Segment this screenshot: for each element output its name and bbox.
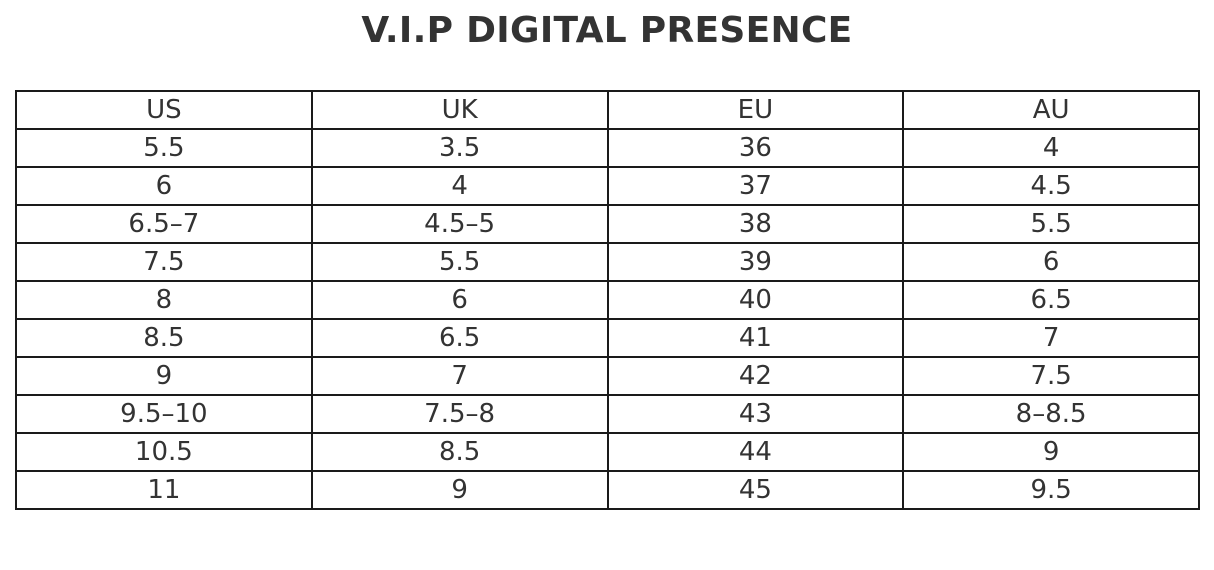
table-cell: 8.5	[310, 432, 609, 472]
table-cell: 4	[310, 166, 609, 206]
table-cell: 7.5	[902, 356, 1200, 396]
table-row: 11 9 45 9.5	[15, 470, 1200, 510]
page-title: V.I.P DIGITAL PRESENCE	[361, 10, 853, 51]
table-cell: 8–8.5	[902, 394, 1200, 434]
column-header-au: AU	[902, 90, 1200, 130]
table-cell: 36	[606, 128, 905, 168]
table-header: US UK EU AU	[15, 90, 1200, 130]
table-cell: 6	[15, 166, 313, 206]
table-cell: 5.5	[15, 128, 313, 168]
table-row: 7.5 5.5 39 6	[15, 242, 1200, 282]
table-cell: 39	[606, 242, 905, 282]
table-cell: 7	[310, 356, 609, 396]
table-cell: 7.5–8	[310, 394, 609, 434]
table-cell: 9.5–10	[15, 394, 313, 434]
table-row: 9.5–10 7.5–8 43 8–8.5	[15, 394, 1200, 434]
column-header-us: US	[15, 90, 313, 130]
table-cell: 4.5–5	[310, 204, 609, 244]
table-cell: 5.5	[902, 204, 1200, 244]
column-header-eu: EU	[606, 90, 905, 130]
table-cell: 11	[15, 470, 313, 510]
table-cell: 6	[902, 242, 1200, 282]
table-cell: 42	[606, 356, 905, 396]
table-row: 6 4 37 4.5	[15, 166, 1200, 206]
table-cell: 6.5	[902, 280, 1200, 320]
table-cell: 3.5	[310, 128, 609, 168]
table-cell: 6.5–7	[15, 204, 313, 244]
table-cell: 4	[902, 128, 1200, 168]
table-row: 5.5 3.5 36 4	[15, 128, 1200, 168]
table-cell: 10.5	[15, 432, 313, 472]
table-cell: 44	[606, 432, 905, 472]
table-row: 6.5–7 4.5–5 38 5.5	[15, 204, 1200, 244]
table-cell: 38	[606, 204, 905, 244]
size-conversion-table: US UK EU AU 5.5 3.5 36 4 6 4 37 4.5 6.5–…	[15, 90, 1200, 510]
table-cell: 45	[606, 470, 905, 510]
table-row: 9 7 42 7.5	[15, 356, 1200, 396]
table-body: 5.5 3.5 36 4 6 4 37 4.5 6.5–7 4.5–5 38 5…	[15, 128, 1200, 510]
table-row: 8.5 6.5 41 7	[15, 318, 1200, 358]
table-cell: 9	[310, 470, 609, 510]
table-cell: 37	[606, 166, 905, 206]
table-cell: 7.5	[15, 242, 313, 282]
table-cell: 9.5	[902, 470, 1200, 510]
table-row: 8 6 40 6.5	[15, 280, 1200, 320]
table-cell: 6.5	[310, 318, 609, 358]
table-cell: 40	[606, 280, 905, 320]
table-cell: 5.5	[310, 242, 609, 282]
table-cell: 9	[902, 432, 1200, 472]
table-cell: 4.5	[902, 166, 1200, 206]
table-cell: 7	[902, 318, 1200, 358]
table-row: 10.5 8.5 44 9	[15, 432, 1200, 472]
table-cell: 9	[15, 356, 313, 396]
table-cell: 6	[310, 280, 609, 320]
table-cell: 41	[606, 318, 905, 358]
header-row: US UK EU AU	[15, 90, 1200, 130]
table-cell: 8.5	[15, 318, 313, 358]
column-header-uk: UK	[310, 90, 609, 130]
table-cell: 43	[606, 394, 905, 434]
table-cell: 8	[15, 280, 313, 320]
